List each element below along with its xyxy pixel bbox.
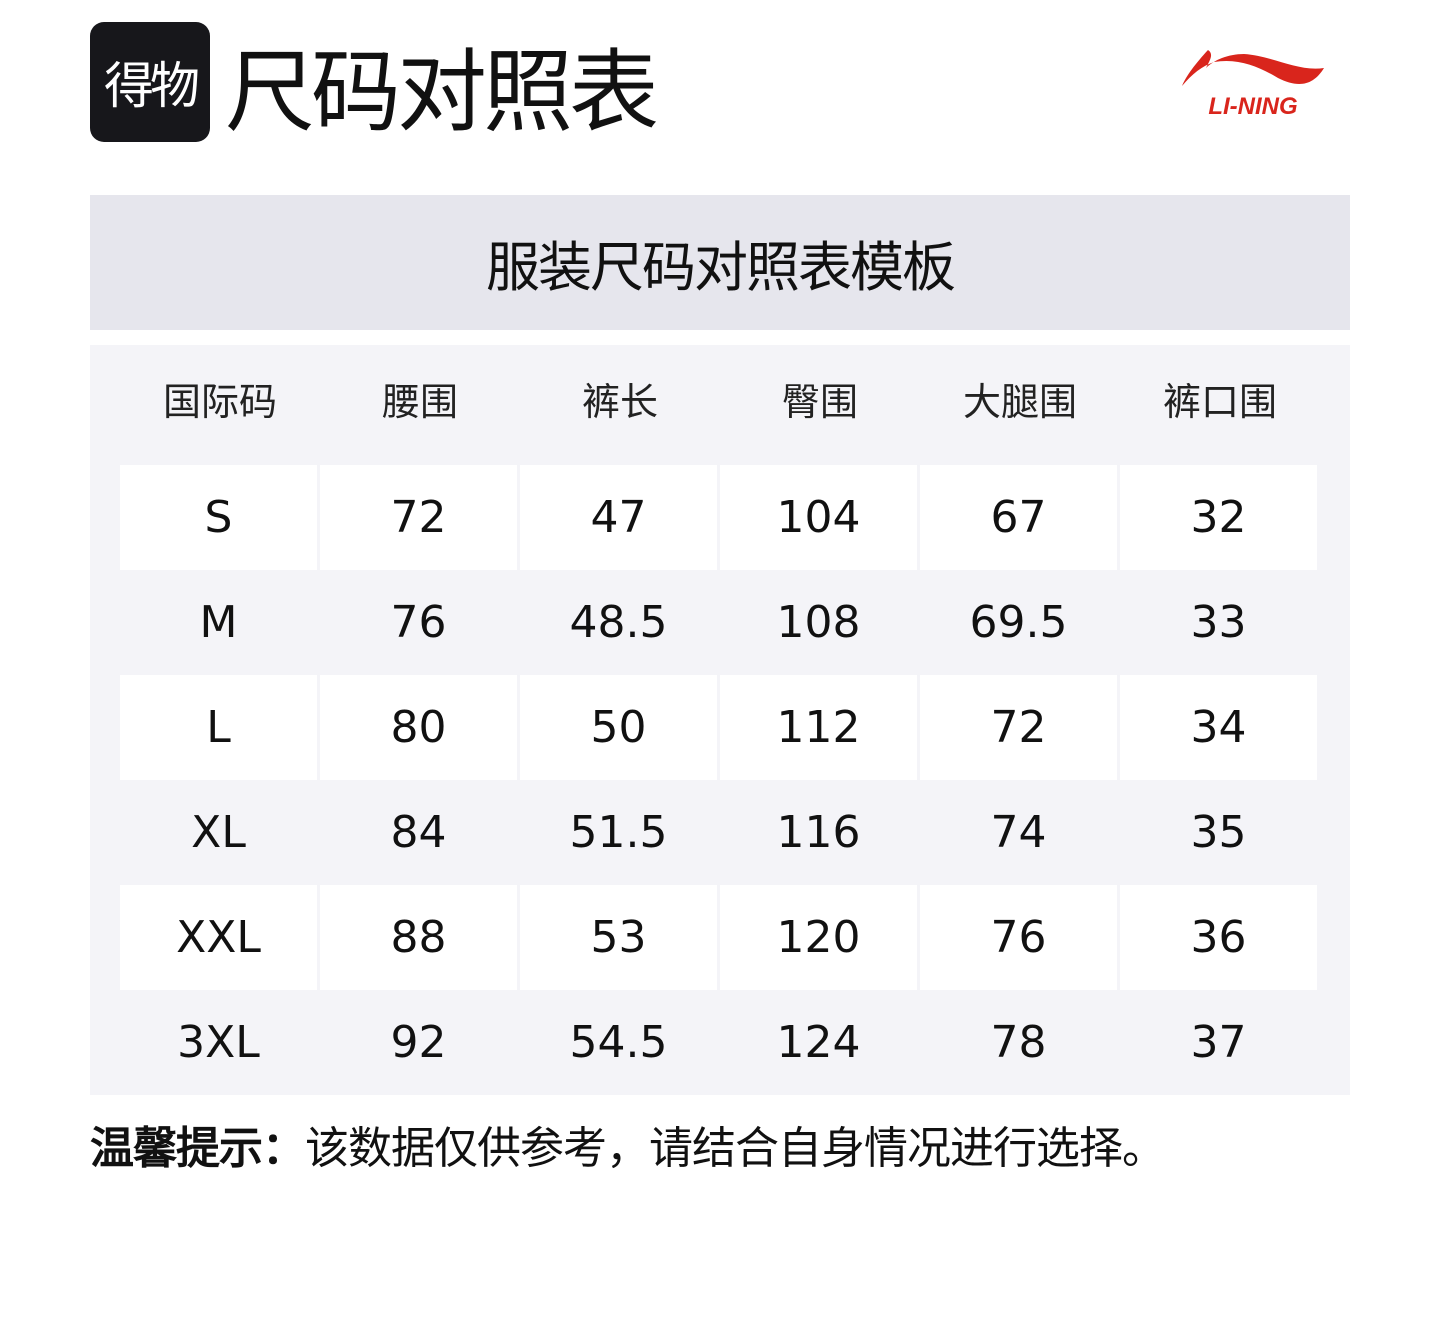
size-table: 国际码 腰围 裤长 臀围 大腿围 裤口围 S 72 47 104 67 32 M 76 48.5…	[90, 345, 1350, 1095]
table-cell: 124	[776, 1017, 861, 1068]
table-cell: 53	[520, 885, 717, 990]
table-row: L 80 50 112 72 34	[120, 675, 1320, 780]
table-cell: M	[199, 597, 238, 648]
table-cell: 108	[776, 597, 861, 648]
page-title: 尺码对照表	[225, 40, 659, 145]
table-header: 国际码 腰围 裤长 臀围 大腿围 裤口围	[120, 345, 1320, 460]
column-header: 国际码	[162, 380, 277, 424]
footnote: 温馨提示：该数据仅供参考，请结合自身情况进行选择。	[90, 1112, 1166, 1176]
table-cell: XXL	[120, 885, 317, 990]
table-title: 服装尺码对照表模板	[90, 195, 1350, 330]
table-cell: 50	[520, 675, 717, 780]
table-cell: 78	[990, 1017, 1047, 1068]
logo-text: LI-NING	[1208, 93, 1297, 120]
table-cell: 51.5	[569, 807, 668, 858]
table-cell: 88	[320, 885, 517, 990]
table-cell: XL	[191, 807, 246, 858]
table-cell: 116	[776, 807, 861, 858]
li-ning-logo: LI-NING	[1182, 50, 1324, 120]
table-cell: 47	[520, 465, 717, 570]
column-header: 裤口围	[1162, 380, 1277, 424]
table-cell: 80	[320, 675, 517, 780]
table-row: XL 84 51.5 116 74 35	[120, 780, 1320, 885]
table-cell: 76	[390, 597, 447, 648]
table-row: S 72 47 104 67 32	[120, 465, 1320, 570]
table-cell: 36	[1120, 885, 1317, 990]
table-cell: 3XL	[177, 1017, 260, 1068]
footnote-label: 温馨提示：	[90, 1123, 306, 1174]
table-cell: 35	[1190, 807, 1247, 858]
footnote-text: 该数据仅供参考，请结合自身情况进行选择。	[305, 1123, 1166, 1174]
table-cell: 72	[920, 675, 1117, 780]
table-cell: 37	[1190, 1017, 1247, 1068]
table-cell: 54.5	[569, 1017, 668, 1068]
table-cell: 34	[1120, 675, 1317, 780]
dewu-badge: 得物	[90, 22, 210, 142]
table-cell: 74	[990, 807, 1047, 858]
table-cell: 72	[320, 465, 517, 570]
table-cell: 48.5	[569, 597, 668, 648]
table-row: 3XL 92 54.5 124 78 37	[120, 990, 1320, 1095]
table-row: XXL 88 53 120 76 36	[120, 885, 1320, 990]
table-cell: 67	[920, 465, 1117, 570]
table-cell: 32	[1120, 465, 1317, 570]
column-header: 臀围	[781, 380, 858, 424]
table-cell: L	[120, 675, 317, 780]
table-cell: 104	[720, 465, 917, 570]
table-cell: 84	[390, 807, 447, 858]
table-cell: 92	[390, 1017, 447, 1068]
column-header: 腰围	[381, 380, 458, 424]
table-cell: 33	[1190, 597, 1247, 648]
table-cell: 76	[920, 885, 1117, 990]
column-header: 大腿围	[962, 380, 1077, 424]
column-header: 裤长	[581, 380, 658, 424]
table-cell: S	[120, 465, 317, 570]
table-cell: 120	[720, 885, 917, 990]
table-row: M 76 48.5 108 69.5 33	[120, 570, 1320, 675]
table-cell: 112	[720, 675, 917, 780]
table-cell: 69.5	[969, 597, 1068, 648]
